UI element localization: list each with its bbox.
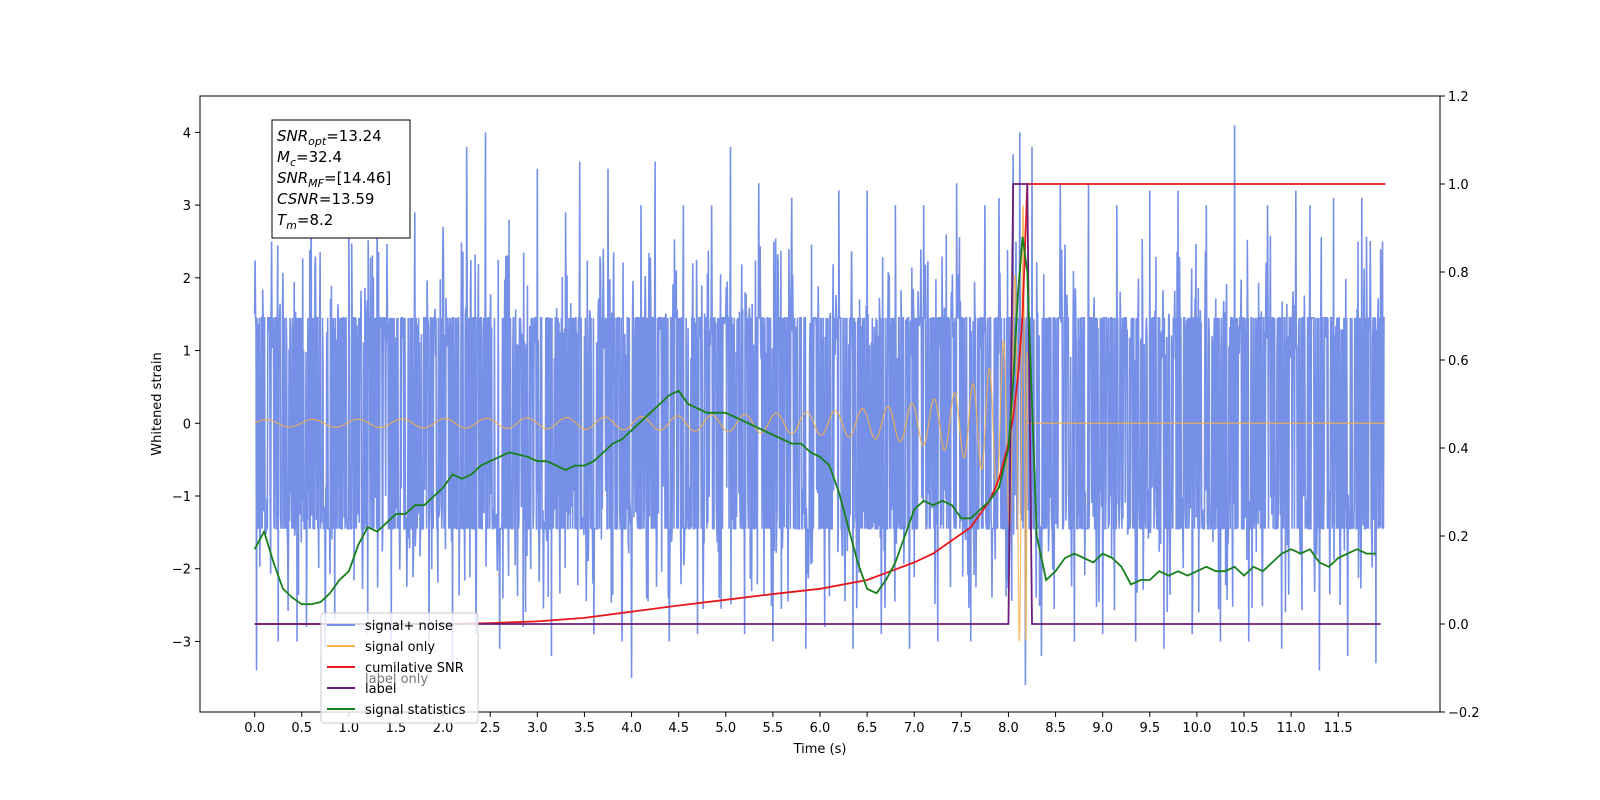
legend-entry-label: signal statistics (365, 703, 466, 718)
x-tick-label: 6.5 (857, 721, 878, 736)
y-axis-left: −3 −2 −1 0 1 2 3 4 (172, 126, 200, 650)
x-tick-label: 1.5 (386, 721, 407, 736)
legend-entry-label: label (365, 682, 396, 697)
annotation-line: Mc=32.4 (277, 148, 342, 169)
x-axis-label: Time (s) (793, 742, 847, 757)
annotation-value: =13.59 (319, 190, 375, 208)
x-tick-label: 11.0 (1277, 721, 1306, 736)
x-tick-label: 11.5 (1324, 721, 1353, 736)
x-tick-label: 10.0 (1182, 721, 1211, 736)
x-tick-label: 0.5 (291, 721, 312, 736)
y-tick-label: 3 (183, 199, 191, 214)
y2-tick-label: 0.4 (1448, 442, 1469, 457)
annotation-symbol: SNR (277, 127, 308, 145)
annotation-value: =[14.46] (324, 169, 391, 187)
legend-entry-label: cumilative SNR (365, 661, 464, 676)
annotation-line: Tm=8.2 (277, 211, 333, 232)
annotation-symbol: CSNR (277, 190, 319, 208)
x-tick-label: 2.0 (433, 721, 454, 736)
y-tick-label: −1 (172, 490, 191, 505)
annotation-symbol: M (277, 148, 290, 166)
series-signal-only (254, 205, 1386, 642)
x-tick-label: 2.5 (480, 721, 501, 736)
x-tick-label: 7.0 (904, 721, 925, 736)
legend-entry-label: signal+ noise (365, 619, 453, 634)
x-tick-label: 9.5 (1139, 721, 1160, 736)
y2-tick-label: 0.6 (1448, 354, 1469, 369)
series-label (254, 183, 1381, 625)
annotation-line: CSNR=13.59 (277, 190, 374, 208)
x-tick-label: 8.5 (1045, 721, 1066, 736)
x-tick-label: 7.5 (951, 721, 972, 736)
x-tick-label: 6.0 (810, 721, 831, 736)
x-tick-label: 5.0 (715, 721, 736, 736)
annotation-subscript: MF (308, 177, 324, 190)
series-signal-statistics (253, 236, 1376, 606)
series-signal-noise (253, 125, 1385, 686)
annotation-subscript: m (286, 219, 297, 232)
x-tick-label: 8.0 (998, 721, 1019, 736)
x-tick-label: 3.5 (574, 721, 595, 736)
x-tick-label: 10.5 (1230, 721, 1259, 736)
x-tick-label: 1.0 (339, 721, 360, 736)
y-tick-label: 2 (183, 272, 191, 287)
y2-tick-label: 1.2 (1448, 90, 1469, 105)
y-axis-right: −0.2 0.0 0.2 0.4 0.6 0.8 1.0 1.2 (1440, 90, 1480, 721)
y-axis-label: Whitened strain (150, 352, 165, 455)
y-tick-label: 4 (183, 126, 191, 141)
annotation-subscript: opt (308, 135, 327, 148)
y-tick-label: −3 (172, 635, 191, 650)
y2-tick-label: 1.0 (1448, 178, 1469, 193)
y2-tick-label: −0.2 (1448, 706, 1480, 721)
annotation-frame (271, 119, 411, 239)
legend: label only signal+ noise signal only cumila… (320, 612, 479, 724)
annotation-subscript: c (290, 156, 296, 169)
annotation-line: SNRMF=[14.46] (277, 169, 391, 190)
y-tick-label: 0 (183, 417, 191, 432)
x-tick-label: 3.0 (527, 721, 548, 736)
legend-entry-label: signal only (365, 640, 435, 655)
x-tick-label: 4.0 (621, 721, 642, 736)
legend-faded-text: label only (365, 672, 428, 687)
annotation-line: SNRopt=13.24 (277, 127, 382, 148)
x-tick-label: 5.5 (763, 721, 784, 736)
x-tick-label: 9.0 (1092, 721, 1113, 736)
annotation-value: =8.2 (297, 211, 333, 229)
parameter-annotation-box: SNRopt=13.24Mc=32.4SNRMF=[14.46]CSNR=13.… (271, 119, 411, 239)
y2-tick-label: 0.8 (1448, 266, 1469, 281)
x-axis: 0.0 0.5 1.0 1.5 2.0 2.5 3.0 3.5 4.0 4.5 5.0 5.5 6.0 6… (244, 712, 1353, 736)
y-tick-label: 1 (183, 345, 191, 360)
annotation-value: =13.24 (326, 127, 382, 145)
annotation-symbol: SNR (277, 169, 308, 187)
legend-frame (320, 612, 479, 724)
annotation-symbol: T (277, 211, 288, 229)
x-tick-label: 0.0 (244, 721, 265, 736)
x-tick-label: 4.5 (668, 721, 689, 736)
annotation-value: =32.4 (296, 148, 342, 166)
y2-tick-label: 0.2 (1448, 530, 1469, 545)
y-tick-label: −2 (172, 563, 191, 578)
y2-tick-label: 0.0 (1448, 618, 1469, 633)
